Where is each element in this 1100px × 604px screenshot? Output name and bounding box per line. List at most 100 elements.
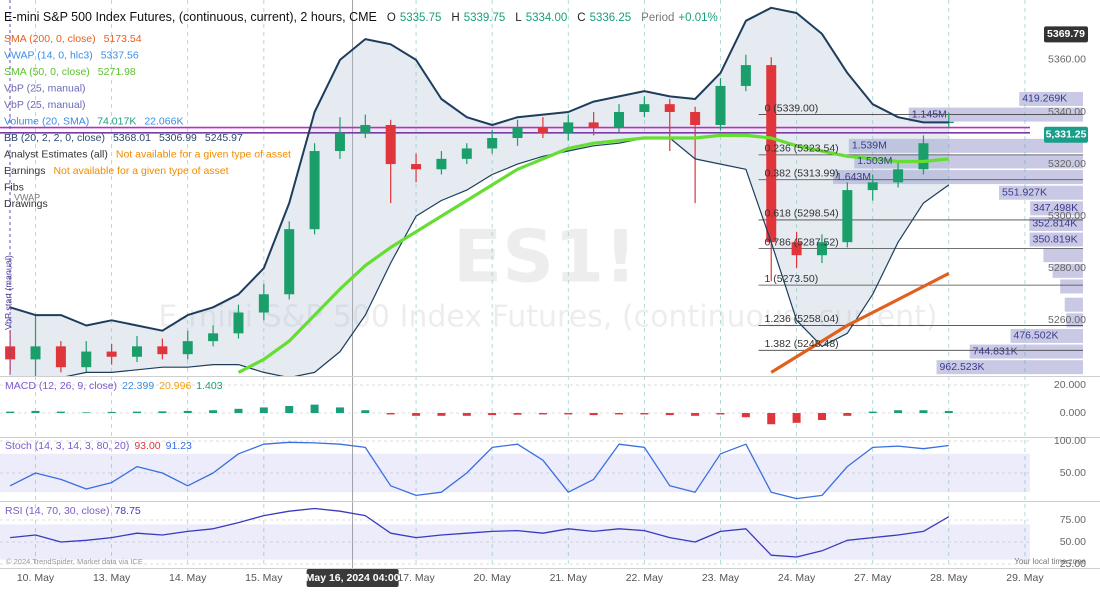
fib-label: 0.786 (5287.52) <box>765 236 839 248</box>
fib-label: 0 (5339.00) <box>765 102 819 114</box>
volume-profile-label: 476.502K <box>1013 330 1058 342</box>
candle-body <box>766 65 777 243</box>
side-label: VbP start (manual) <box>3 255 13 330</box>
histogram-bar <box>817 413 826 421</box>
candle-body <box>436 158 447 170</box>
candle-body <box>106 351 117 357</box>
candle-body <box>816 242 827 256</box>
legend-text: 5173.54 <box>104 33 142 45</box>
legend-text: BB (20, 2, 2, 0, close) <box>4 132 105 144</box>
candle-body <box>258 294 269 313</box>
candle-body <box>893 169 904 183</box>
quote-text: 5339.75 <box>464 12 506 24</box>
histogram-bar <box>158 411 167 414</box>
candle-body <box>614 111 625 128</box>
legend-text: 1.403 <box>196 380 222 392</box>
legend-text: MACD (12, 26, 9, close) <box>5 380 117 392</box>
indicator-band <box>0 453 1030 493</box>
histogram-bar <box>183 410 192 414</box>
indicator-legend: BB (20, 2, 2, 0, close) 5368.01 5306.99 524… <box>4 132 243 144</box>
legend-text: 91.23 <box>166 440 192 452</box>
x-tick-label: 17. May <box>397 572 435 584</box>
cursor-label: May 16, 2024 04:00 <box>306 572 400 584</box>
legend-text: VWAP (14, 0, hlc3) <box>4 49 93 61</box>
side-label: VWAP <box>14 192 40 202</box>
moving-average <box>770 271 950 374</box>
histogram-bar <box>894 410 903 414</box>
fib-label: 1.236 (5258.04) <box>765 313 839 325</box>
histogram-bar <box>335 407 344 414</box>
legend-text: 5368.01 <box>113 132 151 144</box>
legend-text: 5337.56 <box>101 49 139 61</box>
histogram-bar <box>132 411 141 414</box>
candle-body <box>385 125 396 165</box>
volume-profile-bar <box>1029 232 1083 247</box>
x-tick-label: 14. May <box>169 572 207 584</box>
legend-text: SMA (200, 0, close) <box>4 33 96 45</box>
quote-text: 5334.00 <box>526 12 568 24</box>
indicator-legend: Drawings <box>4 198 48 210</box>
volume-profile-label: 347.498K <box>1033 202 1078 214</box>
volume-profile-bar <box>1060 279 1083 294</box>
histogram-bar <box>386 413 395 415</box>
price-marker-label: 5369.79 <box>1047 28 1085 40</box>
histogram-bar <box>462 413 471 416</box>
fib-label: 0.236 (5323.54) <box>765 143 839 155</box>
volume-profile-label: 962.523K <box>940 361 985 373</box>
legend-text: RSI (14, 70, 30, close) <box>5 505 109 517</box>
histogram-bar <box>437 413 446 416</box>
x-tick-label: 13. May <box>93 572 131 584</box>
quote-text: C <box>577 12 585 24</box>
volume-profile-bar <box>1030 201 1083 216</box>
candle-body <box>30 346 41 360</box>
histogram-bar <box>6 411 15 414</box>
candle-body <box>664 104 675 112</box>
watermark: ES1! E-mini S&P 500 Index Futures, (cont… <box>158 215 937 335</box>
volume-profile-bar <box>854 154 1083 169</box>
legend-text: 5271.98 <box>98 66 136 78</box>
pane-legend: Stoch (14, 3, 14, 3, 80, 20) 93.00 91.23 <box>5 440 192 452</box>
fib-label: 0.382 (5313.99) <box>765 167 839 179</box>
y-tick-label: 0.000 <box>1060 407 1086 419</box>
histogram-bar <box>259 407 268 414</box>
legend-text: Volume (20, SMA) <box>4 115 89 127</box>
candle-body <box>334 132 345 152</box>
legend-text: SMA (50, 0, close) <box>4 66 90 78</box>
indicator-legend: Fibs <box>4 181 24 193</box>
candle-body <box>791 242 802 256</box>
fib-label: 1.382 (5248.48) <box>765 338 839 350</box>
x-tick-label: 23. May <box>702 572 740 584</box>
candle-body <box>284 229 295 295</box>
indicator-band <box>0 524 1030 560</box>
volume-profile-bar <box>1066 313 1083 328</box>
candle-body <box>537 127 548 133</box>
indicator-line <box>10 507 950 558</box>
timezone-note: Your local time zone <box>1014 557 1086 566</box>
candle-body <box>918 143 929 170</box>
histogram-bar <box>843 413 852 416</box>
price-marker-box <box>1044 126 1088 143</box>
volume-profile-label: 352.814K <box>1032 218 1077 230</box>
histogram-bar <box>285 406 294 414</box>
candle-body <box>360 125 371 133</box>
volume-profile-label: 350.819K <box>1033 233 1078 245</box>
y-tick-label: 5360.00 <box>1048 54 1086 66</box>
legend-text: Earnings <box>4 165 45 177</box>
histogram-bar <box>31 410 40 414</box>
legend-text: 22.066K <box>144 115 183 127</box>
quote-text: 5335.75 <box>400 12 442 24</box>
histogram-bar <box>56 411 65 414</box>
candle-body <box>461 148 472 159</box>
fib-label: 0.618 (5298.54) <box>765 208 839 220</box>
candle-body <box>309 151 320 230</box>
volume-profile-bar <box>1043 248 1083 263</box>
legend-text: Fibs <box>4 181 24 193</box>
x-tick-label: 24. May <box>778 572 816 584</box>
volume-profile-bar <box>999 185 1083 200</box>
quote-text: +0.01% <box>678 12 717 24</box>
histogram-bar <box>209 410 218 414</box>
candle-body <box>157 346 168 355</box>
legend-text: 78.75 <box>114 505 140 517</box>
y-tick-label: 50.00 <box>1060 536 1086 548</box>
histogram-bar <box>589 413 598 416</box>
